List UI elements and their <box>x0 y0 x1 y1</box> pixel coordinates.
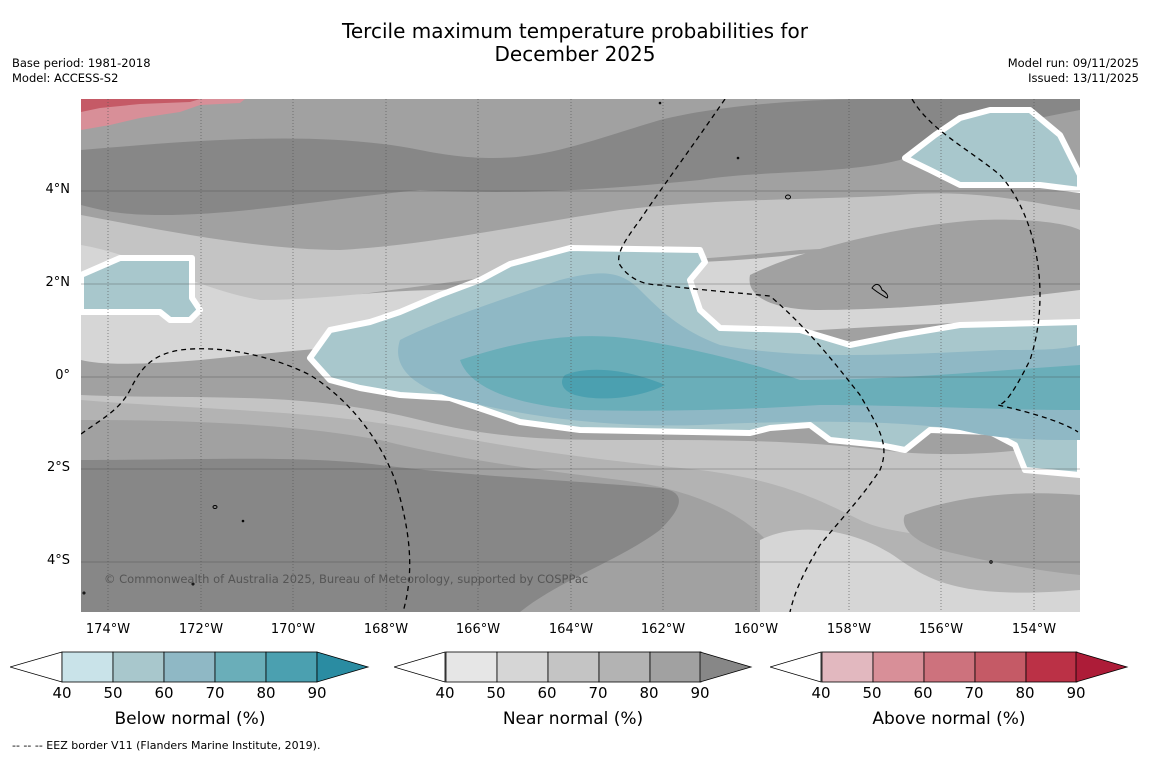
map-area <box>81 99 1080 612</box>
model-info: Base period: 1981-2018 Model: ACCESS-S2 <box>12 56 151 86</box>
colorbar-segment <box>598 651 651 683</box>
colorbar-segment <box>61 651 114 683</box>
near-80-patch-southeast <box>903 493 1080 575</box>
colorbar-below-tick: 70 <box>205 684 225 702</box>
colorbar-above-tick: 50 <box>862 684 882 702</box>
near-80-patch-northeast <box>749 219 1080 310</box>
colorbar-segment <box>923 651 976 683</box>
colorbar-below <box>10 651 370 683</box>
lon-label-164w: 164°W <box>548 622 594 637</box>
lat-label-2n: 2°N <box>45 275 71 290</box>
above-normal-area <box>81 99 245 130</box>
below-normal-west-patch <box>81 255 203 323</box>
colorbar-below-segments <box>61 651 318 683</box>
colorbar-segment <box>649 651 702 683</box>
colorbar-near-label: Near normal (%) <box>502 709 644 729</box>
map-title-line1: Tercile maximum temperature probabilitie… <box>342 19 808 43</box>
lat-label-0: 0° <box>55 368 70 383</box>
lon-label-154w: 154°W <box>1011 622 1057 637</box>
map-title: Tercile maximum temperature probabilitie… <box>0 20 1150 66</box>
near-50-patch-southeast <box>760 529 1080 612</box>
colorbar-above-extend-high <box>1075 651 1129 683</box>
lat-label-4n: 4°N <box>45 182 71 197</box>
run-info: Model run: 09/11/2025 Issued: 13/11/2025 <box>1008 56 1139 86</box>
lon-label-170w: 170°W <box>270 622 316 637</box>
colorbar-near-tick: 60 <box>537 684 557 702</box>
colorbar-below-tick: 40 <box>52 684 72 702</box>
map-title-line2: December 2025 <box>494 42 656 66</box>
colorbar-segment <box>974 651 1027 683</box>
issued-text: Issued: 13/11/2025 <box>1028 71 1139 85</box>
lon-label-174w: 174°W <box>85 622 131 637</box>
colorbar-above-extend-low <box>770 651 822 683</box>
colorbar-above-segments <box>821 651 1078 683</box>
colorbar-below-tick: 90 <box>307 684 327 702</box>
colorbar-segment <box>1025 651 1078 683</box>
near-80-band-north <box>81 99 1080 215</box>
model-run-text: Model run: 09/11/2025 <box>1007 56 1139 70</box>
colorbar-above <box>770 651 1129 683</box>
colorbar-near-tick: 70 <box>588 684 608 702</box>
colorbar-near-segments <box>445 651 702 683</box>
base-period-text: Base period: 1981-2018 <box>12 56 151 70</box>
lon-label-162w: 162°W <box>640 622 686 637</box>
above-normal-core <box>81 99 200 112</box>
near-90-band-south <box>81 458 679 612</box>
colorbar-above-tick: 70 <box>964 684 984 702</box>
colorbar-above-tick: 60 <box>913 684 933 702</box>
colorbar-near-extend-high <box>699 651 753 683</box>
eez-borders <box>81 99 1079 612</box>
below-normal-northeast-patch <box>902 107 1080 193</box>
lat-label-4s: 4°S <box>46 553 70 568</box>
colorbar-segment <box>163 651 216 683</box>
colorbar-below-tick: 50 <box>103 684 123 702</box>
colorbar-near-tick: 50 <box>486 684 506 702</box>
colorbar-near-tick: 40 <box>435 684 455 702</box>
colorbar-segment <box>265 651 318 683</box>
colorbar-near <box>394 651 753 683</box>
colorbar-near-tick: 80 <box>639 684 659 702</box>
colorbar-segment <box>445 651 498 683</box>
colorbar-near-extend-low <box>394 651 446 683</box>
colorbar-below-extend-low <box>10 651 63 683</box>
colorbar-segment <box>547 651 600 683</box>
lon-label-160w: 160°W <box>733 622 779 637</box>
colorbar-segment <box>112 651 165 683</box>
lat-label-2s: 2°S <box>46 460 70 475</box>
colorbar-below-extend-high <box>316 651 370 683</box>
colorbar-above-tick: 40 <box>811 684 831 702</box>
latitude-lines <box>81 190 1080 563</box>
colorbar-below-tick: 60 <box>154 684 174 702</box>
model-name-text: Model: ACCESS-S2 <box>12 71 119 85</box>
eez-legend-note: -- -- -- EEZ border V11 (Flanders Marine… <box>12 739 321 752</box>
islands <box>82 101 993 595</box>
colorbar-segment <box>214 651 267 683</box>
lon-label-156w: 156°W <box>918 622 964 637</box>
colorbar-near-tick: 90 <box>690 684 710 702</box>
colorbar-segment <box>496 651 549 683</box>
lon-label-172w: 172°W <box>178 622 224 637</box>
colorbar-below-tick: 80 <box>256 684 276 702</box>
colorbar-above-tick: 90 <box>1066 684 1086 702</box>
copyright-notice: © Commonwealth of Australia 2025, Bureau… <box>104 572 589 586</box>
colorbar-above-label: Above normal (%) <box>872 709 1026 729</box>
lon-label-168w: 168°W <box>363 622 409 637</box>
lon-label-158w: 158°W <box>826 622 872 637</box>
lon-label-166w: 166°W <box>455 622 501 637</box>
colorbar-segment <box>872 651 925 683</box>
colorbar-above-tick: 80 <box>1015 684 1035 702</box>
colorbar-below-label: Below normal (%) <box>114 709 266 729</box>
colorbar-segment <box>821 651 874 683</box>
